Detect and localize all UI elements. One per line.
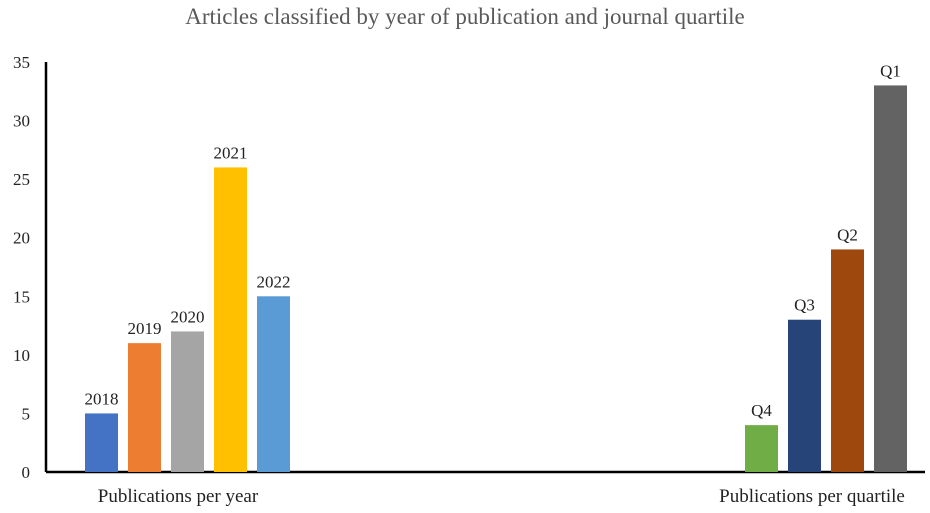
bar-2020: [171, 331, 204, 472]
bar-2022: [257, 296, 290, 472]
y-tick-label: 30: [13, 112, 30, 131]
bar-2018: [85, 413, 118, 472]
bar-label-2021: 2021: [214, 143, 248, 162]
bar-label-q3: Q3: [794, 296, 815, 315]
bar-label-q2: Q2: [837, 225, 858, 244]
chart-title: Articles classified by year of publicati…: [0, 4, 930, 30]
bar-q2: [831, 249, 864, 472]
y-tick-label: 5: [22, 404, 31, 423]
y-tick-label: 0: [22, 463, 31, 482]
y-tick-label: 35: [13, 53, 30, 72]
bar-2021: [214, 167, 247, 472]
bar-q1: [874, 85, 907, 472]
y-tick-label: 10: [13, 346, 30, 365]
bar-label-2022: 2022: [257, 272, 291, 291]
bar-label-2018: 2018: [85, 389, 119, 408]
bar-2019: [128, 343, 161, 472]
group-label: Publications per year: [98, 486, 259, 507]
bar-label-2020: 2020: [171, 307, 205, 326]
y-tick-label: 25: [13, 170, 30, 189]
bar-label-q4: Q4: [751, 401, 772, 420]
group-label: Publications per quartile: [719, 486, 905, 507]
bar-q3: [788, 320, 821, 472]
bar-label-2019: 2019: [128, 319, 162, 338]
bar-label-q1: Q1: [880, 61, 901, 80]
y-tick-label: 20: [13, 229, 30, 248]
bar-q4: [745, 425, 778, 472]
y-tick-label: 15: [13, 287, 30, 306]
